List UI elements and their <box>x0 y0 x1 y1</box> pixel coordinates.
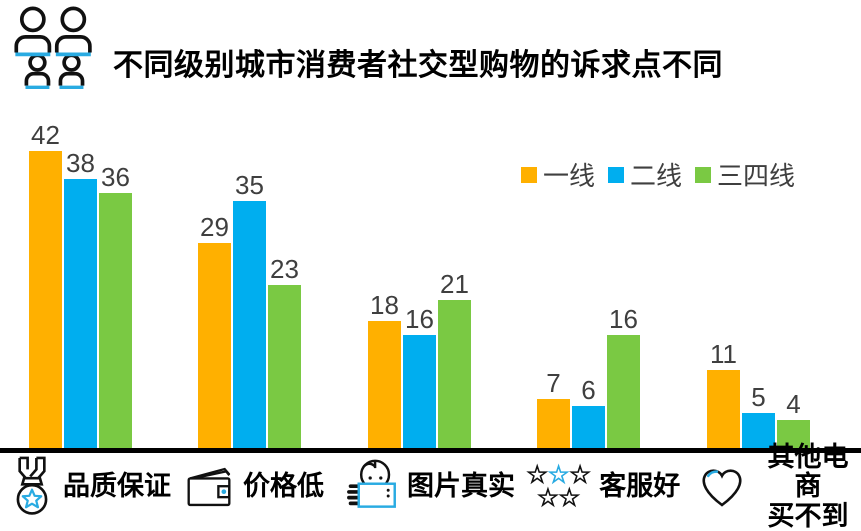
bar-value-label: 6 <box>581 375 596 405</box>
legend-item-三四线: 三四线 <box>695 156 795 193</box>
legend-swatch <box>608 166 625 183</box>
bar-value-label: 4 <box>786 389 801 419</box>
bar-value-label: 23 <box>270 254 299 284</box>
category-label: 品质保证 <box>63 471 171 502</box>
bar-三四线-2 <box>438 300 471 448</box>
category-2: 图片真实 <box>344 454 515 520</box>
legend-label: 二线 <box>630 161 683 191</box>
bar-value-label: 38 <box>66 148 95 178</box>
bar-二线-4 <box>742 413 775 448</box>
bar-value-label: 29 <box>200 212 229 242</box>
category-label: 客服好 <box>599 471 681 502</box>
bar-chart-plot: 42 29 18 7 11 38 35 16 6 5 36 23 21 16 4 <box>29 120 810 448</box>
category-4: 其他电商 买不到 <box>698 443 861 530</box>
bar-value-label: 16 <box>609 304 638 334</box>
stars-icon: ☆☆☆ ☆☆ <box>526 461 591 512</box>
bar-value-label: 36 <box>101 162 130 192</box>
bar-value-label: 5 <box>751 382 766 412</box>
bar-一线-2 <box>368 321 401 448</box>
people-group-icon <box>8 5 100 94</box>
bar-二线-0 <box>64 179 97 448</box>
category-0: 品质保证 <box>10 454 171 520</box>
bar-value-label: 35 <box>235 170 264 200</box>
bar-二线-3 <box>572 406 605 448</box>
bar-value-label: 21 <box>440 269 469 299</box>
legend-label: 三四线 <box>717 161 796 191</box>
legend-swatch <box>521 166 537 183</box>
category-3: ☆☆☆ ☆☆ 客服好 <box>526 454 680 520</box>
category-1: 价格低 <box>184 454 324 520</box>
bar-三四线-4 <box>777 420 810 448</box>
stars-icon-glyphs: ☆☆☆ ☆☆ <box>526 461 591 512</box>
bar-value-label: 16 <box>405 304 434 334</box>
bar-value-label: 11 <box>710 339 737 369</box>
category-axis: 品质保证 价格低 图片真实 ☆☆☆ ☆☆ 客服好 其他电商 买不到 <box>0 443 861 530</box>
bar-value-label: 42 <box>31 120 60 150</box>
bar-三四线-3 <box>607 335 640 448</box>
legend-item-一线: 一线 <box>521 156 595 193</box>
legend: 一线 二线 三四线 <box>521 156 795 193</box>
bar-一线-1 <box>198 243 231 448</box>
legend-swatch <box>695 166 712 183</box>
wallet-icon <box>184 459 234 515</box>
bar-一线-4 <box>707 370 740 448</box>
x-axis-baseline <box>0 448 861 453</box>
bar-三四线-1 <box>268 285 301 448</box>
heart-icon <box>698 464 746 510</box>
category-label: 图片真实 <box>407 471 515 502</box>
legend-label: 一线 <box>543 161 596 191</box>
bar-一线-3 <box>537 399 570 448</box>
category-label: 价格低 <box>243 471 324 502</box>
person-photo-icon <box>344 456 398 518</box>
bar-二线-2 <box>403 335 436 448</box>
category-label: 其他电商 买不到 <box>767 442 849 531</box>
bar-一线-0 <box>29 151 62 448</box>
bar-二线-1 <box>233 201 266 448</box>
legend-item-二线: 二线 <box>608 156 682 193</box>
page-title: 不同级别城市消费者社交型购物的诉求点不同 <box>113 49 723 82</box>
medal-icon <box>10 456 54 518</box>
bar-value-label: 18 <box>370 290 399 320</box>
bar-value-label: 7 <box>546 368 561 398</box>
bar-三四线-0 <box>99 193 132 448</box>
